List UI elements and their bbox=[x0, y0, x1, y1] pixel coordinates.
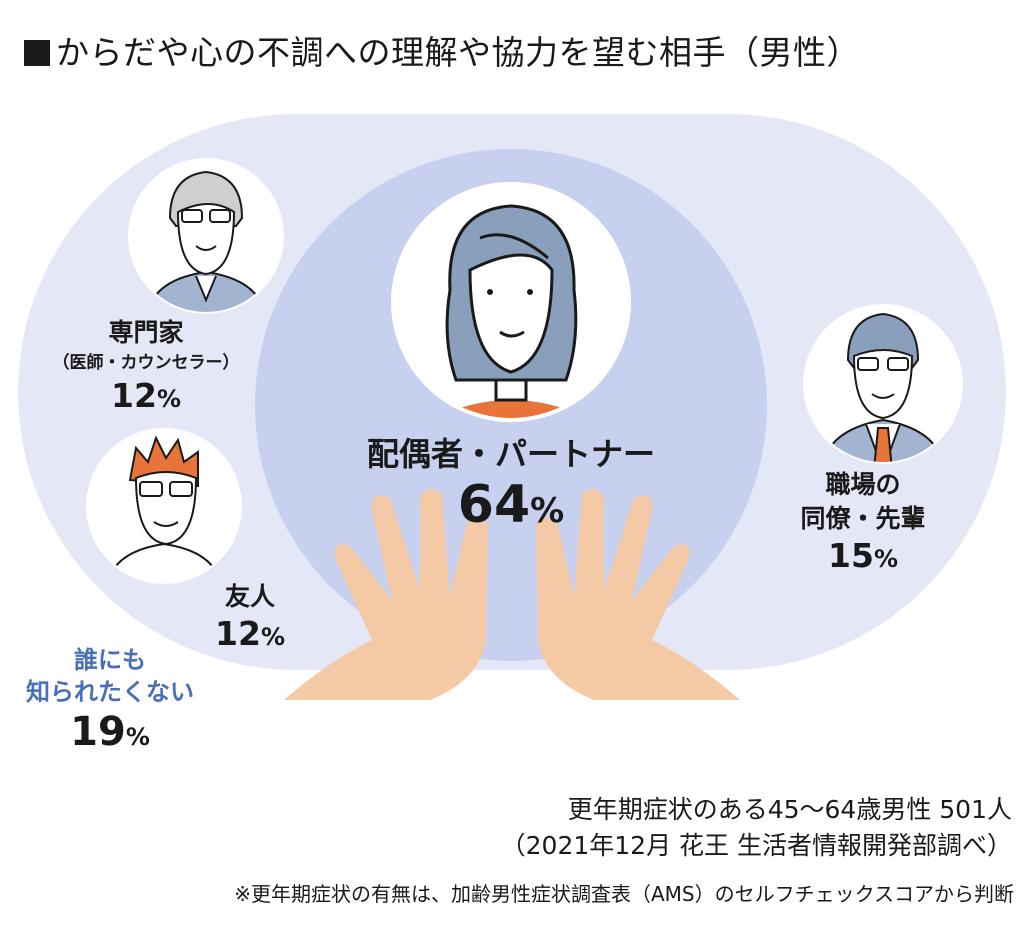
chart-title: からだや心の不調への理解や協力を望む相手（男性） bbox=[24, 26, 860, 74]
expert-avatar bbox=[128, 158, 284, 314]
coworker-unit: % bbox=[873, 545, 898, 573]
partner-label: 配偶者・パートナー 64% bbox=[311, 432, 711, 540]
coworker-value: 15 bbox=[828, 536, 874, 575]
coworker-line1: 職場の bbox=[825, 470, 901, 499]
coworker-label: 職場の 同僚・先輩 15% bbox=[773, 468, 953, 579]
nobody-value: 19 bbox=[70, 709, 126, 755]
friend-value: 12 bbox=[215, 614, 261, 653]
coworker-avatar bbox=[803, 304, 963, 464]
expert-name: 専門家 bbox=[108, 318, 184, 347]
partner-unit: % bbox=[530, 491, 565, 531]
friend-label: 友人 12% bbox=[190, 580, 310, 657]
footnote: ※更年期症状の有無は、加齢男性症状調査表（AMS）のセルフチェックスコアから判断 bbox=[234, 882, 1014, 906]
nobody-line1: 誰にも bbox=[74, 646, 146, 674]
expert-unit: % bbox=[156, 385, 181, 413]
partner-value: 64 bbox=[457, 475, 531, 535]
coworker-line2: 同僚・先輩 bbox=[800, 504, 926, 533]
nobody-unit: % bbox=[125, 723, 150, 751]
source-line2: （2021年12月 花王 生活者情報開発部調べ） bbox=[500, 831, 1012, 860]
hands-illustration bbox=[284, 489, 740, 700]
expert-sub: （医師・カウンセラー） bbox=[52, 353, 240, 373]
square-bullet-icon bbox=[24, 40, 50, 66]
nobody-label: 誰にも 知られたくない 19% bbox=[8, 644, 212, 761]
partner-avatar bbox=[391, 182, 631, 422]
partner-name: 配偶者・パートナー bbox=[366, 435, 655, 473]
friend-unit: % bbox=[260, 623, 285, 651]
friend-name: 友人 bbox=[224, 582, 275, 611]
expert-label: 専門家 （医師・カウンセラー） 12% bbox=[36, 316, 256, 419]
source-line1: 更年期症状のある45〜64歳男性 501人 bbox=[567, 795, 1012, 824]
expert-value: 12 bbox=[111, 376, 157, 415]
nobody-line2: 知られたくない bbox=[26, 678, 194, 706]
